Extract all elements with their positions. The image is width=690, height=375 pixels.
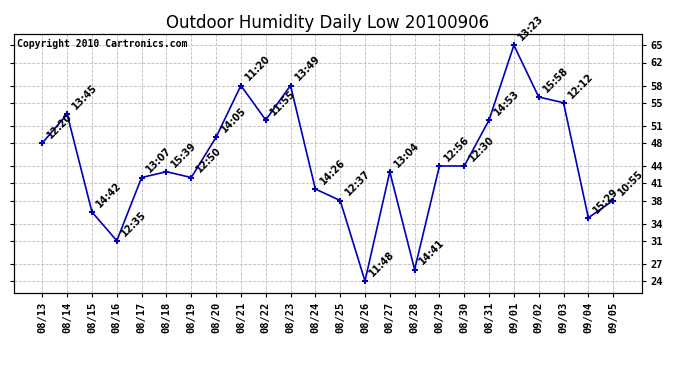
Text: 15:29: 15:29 [591,186,620,215]
Text: 11:20: 11:20 [244,54,273,83]
Text: 12:20: 12:20 [45,111,74,140]
Text: 13:45: 13:45 [70,82,99,111]
Text: 11:55: 11:55 [268,88,297,117]
Text: 13:07: 13:07 [144,146,173,175]
Text: Copyright 2010 Cartronics.com: Copyright 2010 Cartronics.com [17,39,187,49]
Text: 12:56: 12:56 [442,134,471,163]
Text: 14:53: 14:53 [492,88,521,117]
Text: 12:35: 12:35 [119,209,148,238]
Text: 10:55: 10:55 [616,169,645,198]
Text: 12:30: 12:30 [467,134,496,163]
Text: 14:41: 14:41 [417,238,446,267]
Text: 12:50: 12:50 [194,146,223,175]
Text: 14:05: 14:05 [219,105,248,135]
Title: Outdoor Humidity Daily Low 20100906: Outdoor Humidity Daily Low 20100906 [166,14,489,32]
Text: 13:49: 13:49 [293,54,322,83]
Text: 15:58: 15:58 [542,65,571,94]
Text: 14:26: 14:26 [318,157,347,186]
Text: 15:39: 15:39 [169,140,198,169]
Text: 11:48: 11:48 [368,249,397,278]
Text: 12:37: 12:37 [343,169,372,198]
Text: 13:04: 13:04 [393,140,422,169]
Text: 14:42: 14:42 [95,180,124,209]
Text: 12:12: 12:12 [566,71,595,100]
Text: 13:23: 13:23 [517,13,546,42]
